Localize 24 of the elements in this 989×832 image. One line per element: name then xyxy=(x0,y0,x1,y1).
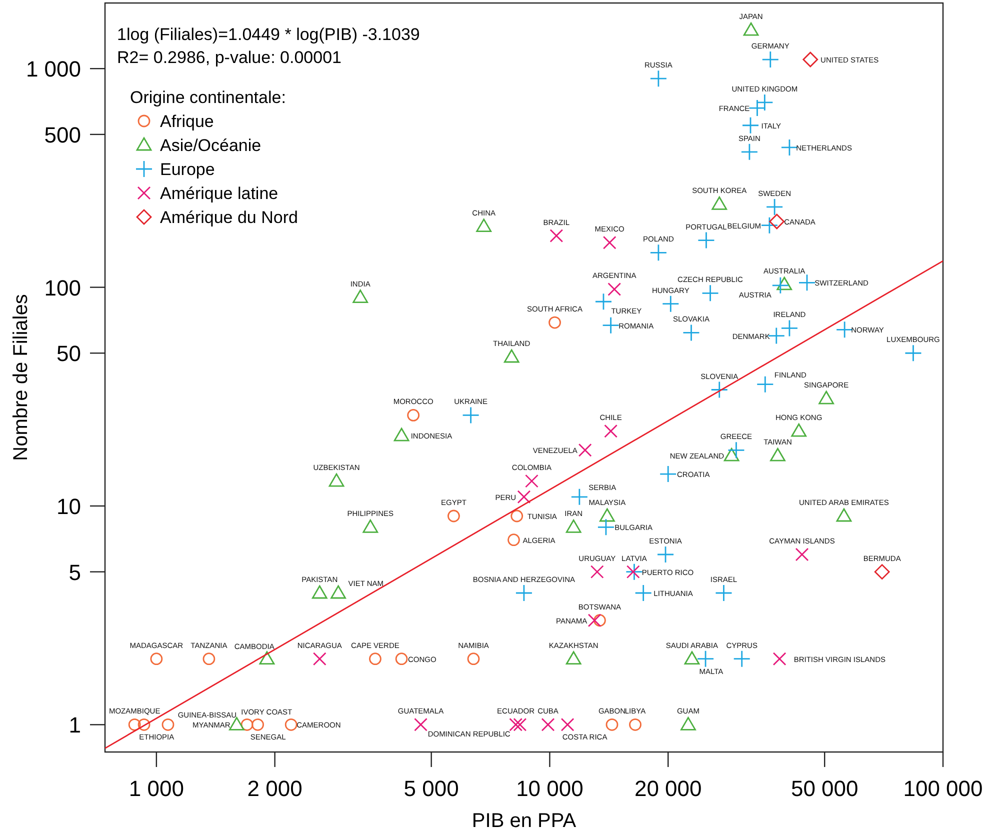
legend-label: Afrique xyxy=(160,112,214,131)
legend-title: Origine continentale: xyxy=(130,88,286,107)
y-tick-label: 5 xyxy=(68,560,81,585)
y-tick-label: 10 xyxy=(56,494,81,519)
x-tick-label: 1 000 xyxy=(128,776,184,801)
annotation: 1log (Filiales)=1.0449 * log(PIB) -3.1039 xyxy=(117,25,420,44)
y-tick-label: 500 xyxy=(44,122,81,148)
legend-label: Europe xyxy=(160,160,215,179)
x-tick-label: 50 000 xyxy=(790,776,858,801)
legend-label: Asie/Océanie xyxy=(160,136,262,155)
annotation: R2= 0.2986, p-value: 0.00001 xyxy=(117,48,342,67)
x-axis-title: PIB en PPA xyxy=(472,810,577,832)
y-tick-label: 1 xyxy=(68,712,81,738)
x-tick-label: 20 000 xyxy=(634,776,702,801)
y-axis-title: Nombre de Filiales xyxy=(10,294,32,461)
x-tick-label: 100 000 xyxy=(903,776,983,801)
y-tick-label: 100 xyxy=(44,275,81,300)
y-tick-label: 1 000 xyxy=(26,56,81,82)
x-tick-label: 5 000 xyxy=(404,776,459,801)
x-tick-label: 2 000 xyxy=(247,776,302,801)
legend-label: Amérique latine xyxy=(160,184,278,203)
legend-label: Amérique du Nord xyxy=(160,208,298,227)
x-tick-label: 10 000 xyxy=(516,776,584,801)
y-tick-label: 50 xyxy=(56,341,81,366)
